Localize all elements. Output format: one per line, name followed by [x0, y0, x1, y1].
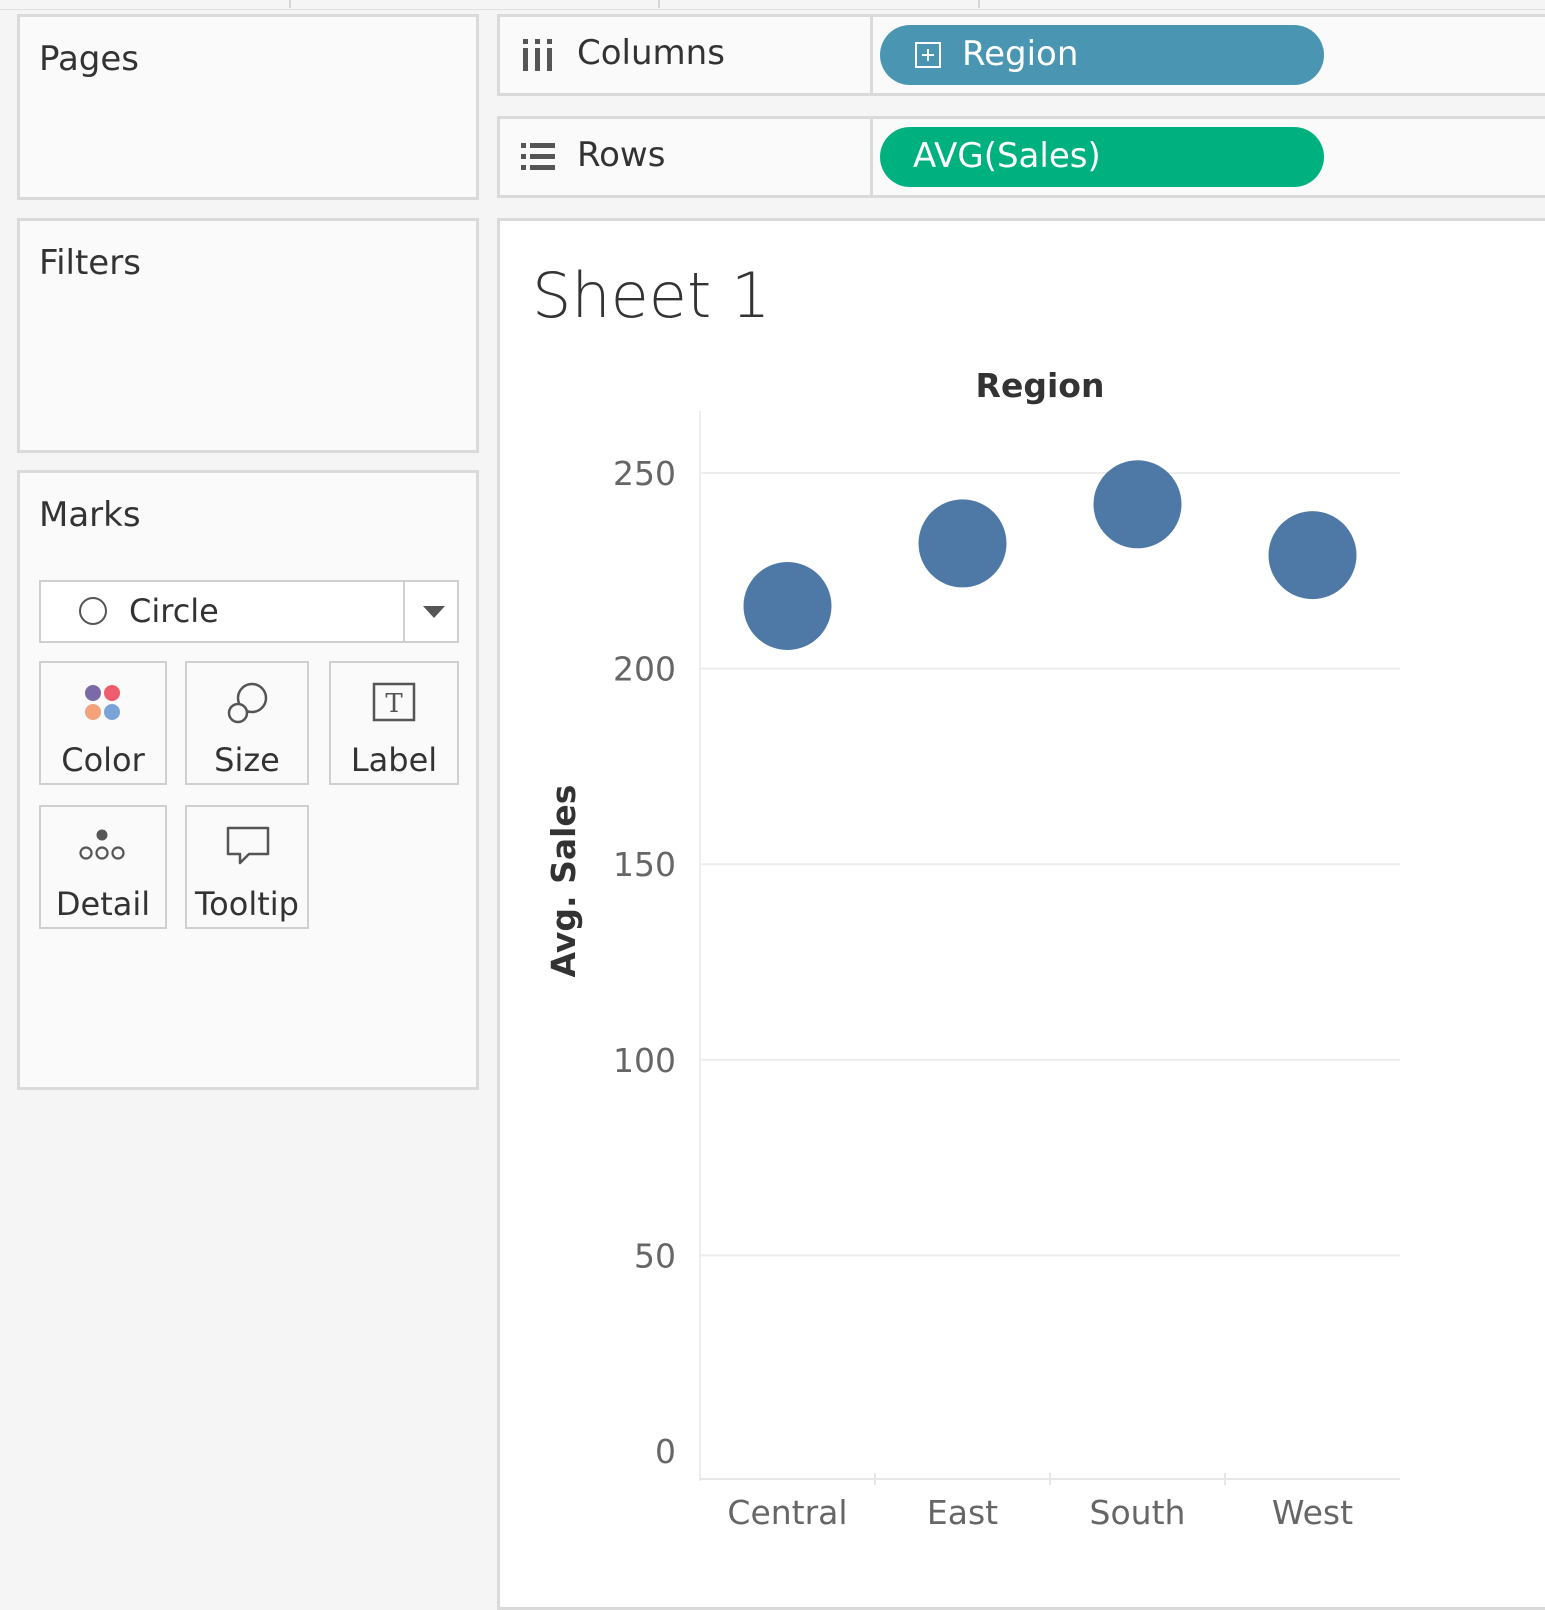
strip-tick — [289, 0, 291, 8]
chevron-down-icon[interactable] — [423, 606, 445, 618]
detail-button-label: Detail — [55, 885, 151, 923]
size-button-label: Size — [214, 741, 280, 779]
label-button-label: Label — [350, 741, 438, 779]
data-point[interactable] — [743, 562, 832, 651]
filters-card[interactable]: Filters — [17, 218, 479, 453]
pages-card[interactable]: Pages — [17, 14, 479, 200]
tooltip-icon — [226, 826, 270, 865]
strip-tick — [658, 0, 660, 8]
data-point[interactable] — [1268, 511, 1357, 600]
rows-label: Rows — [577, 135, 666, 175]
shelf-divider — [870, 17, 873, 93]
marks-card: Marks Circle Color Size T Label — [17, 470, 479, 1090]
rows-icon — [521, 143, 555, 170]
detail-icon — [79, 829, 125, 860]
tooltip-button[interactable]: Tooltip — [185, 805, 309, 929]
rows-shelf[interactable]: Rows AVG(Sales) — [497, 116, 1545, 198]
marks-title: Marks — [39, 495, 141, 535]
expand-plus-icon[interactable] — [915, 42, 941, 68]
strip-tick — [978, 0, 980, 8]
shelf-divider — [870, 119, 873, 195]
tooltip-button-label: Tooltip — [195, 885, 299, 923]
avg-sales-pill[interactable]: AVG(Sales) — [880, 127, 1324, 187]
filters-title: Filters — [39, 243, 141, 283]
scatter-chart: 0 50 100 150 200 250 Central East South West Regi… — [544, 366, 1400, 1532]
y-tick-label: 50 — [634, 1236, 676, 1275]
region-pill[interactable]: Region — [880, 25, 1324, 85]
x-tick-label: West — [1272, 1493, 1353, 1532]
columns-shelf[interactable]: Columns Region — [497, 14, 1545, 96]
x-tick-label: South — [1090, 1493, 1186, 1532]
detail-button[interactable]: Detail — [39, 805, 167, 929]
size-button[interactable]: Size — [185, 661, 309, 785]
x-tick-label: Central — [727, 1493, 847, 1532]
color-button[interactable]: Color — [39, 661, 167, 785]
mark-type-value: Circle — [129, 592, 219, 630]
dropdown-divider — [403, 582, 405, 641]
columns-label: Columns — [577, 33, 725, 73]
color-button-label: Color — [61, 741, 145, 779]
avg-sales-pill-label: AVG(Sales) — [913, 136, 1101, 176]
y-tick-label: 200 — [613, 650, 676, 689]
data-point[interactable] — [918, 499, 1007, 588]
pages-title: Pages — [39, 39, 140, 79]
sheet-title: Sheet 1 — [532, 259, 771, 332]
color-icon — [85, 685, 120, 720]
x-tick-label: East — [927, 1493, 998, 1532]
x-axis-header: Region — [976, 366, 1105, 405]
data-point[interactable] — [1093, 460, 1182, 549]
circle-mark-icon — [79, 597, 107, 625]
text-label-icon: T — [372, 682, 416, 722]
mark-type-dropdown[interactable]: Circle — [39, 580, 459, 643]
chart-view: Sheet 1 0 50 100 150 200 250 Central East South W… — [497, 218, 1545, 1610]
y-tick-label: 150 — [613, 845, 676, 884]
top-strip — [0, 0, 1545, 10]
y-axis-title: Avg. Sales — [544, 785, 583, 978]
y-tick-label: 0 — [655, 1432, 676, 1471]
svg-text:T: T — [385, 689, 403, 719]
label-button[interactable]: T Label — [329, 661, 459, 785]
size-icon — [227, 682, 268, 724]
columns-icon — [523, 39, 552, 71]
region-pill-label: Region — [962, 34, 1079, 74]
y-tick-label: 250 — [613, 454, 676, 493]
y-tick-label: 100 — [613, 1041, 676, 1080]
